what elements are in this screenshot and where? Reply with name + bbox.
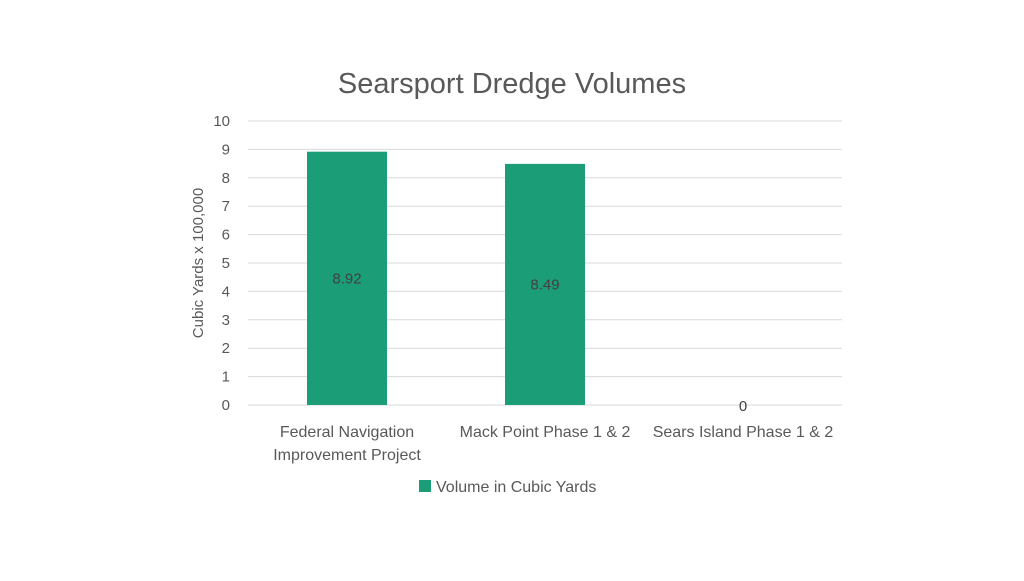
x-tick-label: Improvement Project <box>273 447 421 464</box>
bar <box>505 163 585 405</box>
y-tick-label: 6 <box>222 227 230 244</box>
x-tick-label: Sears Island Phase 1 & 2 <box>653 424 834 441</box>
chart-title: Searsport Dredge Volumes <box>338 68 686 100</box>
y-tick-label: 2 <box>222 340 230 357</box>
y-tick-label: 8 <box>222 170 230 187</box>
legend-label: Volume in Cubic Yards <box>436 479 596 496</box>
legend-swatch <box>419 480 431 492</box>
data-labels: 8.92 8.49 0 <box>332 270 747 415</box>
data-label: 0 <box>739 398 747 415</box>
y-axis-label: Cubic Yards x 100,000 <box>190 188 207 338</box>
data-label: 8.49 <box>530 276 559 293</box>
bars <box>307 151 585 405</box>
y-tick-label: 1 <box>222 369 230 386</box>
y-tick-label: 0 <box>222 397 230 414</box>
y-axis-ticks: 0 1 2 3 4 5 6 7 8 9 10 <box>213 113 230 414</box>
y-tick-label: 3 <box>222 312 230 329</box>
y-tick-label: 5 <box>222 255 230 272</box>
x-tick-label: Federal Navigation <box>280 424 414 441</box>
y-tick-label: 10 <box>213 113 230 130</box>
y-tick-label: 4 <box>222 283 230 300</box>
x-tick-label: Mack Point Phase 1 & 2 <box>460 424 631 441</box>
legend: Volume in Cubic Yards <box>419 479 596 496</box>
y-tick-label: 7 <box>222 198 230 215</box>
data-label: 8.92 <box>332 270 361 287</box>
bar <box>307 151 387 405</box>
x-axis-ticks: Federal Navigation Improvement Project Mac… <box>273 424 833 464</box>
y-tick-label: 9 <box>222 141 230 158</box>
